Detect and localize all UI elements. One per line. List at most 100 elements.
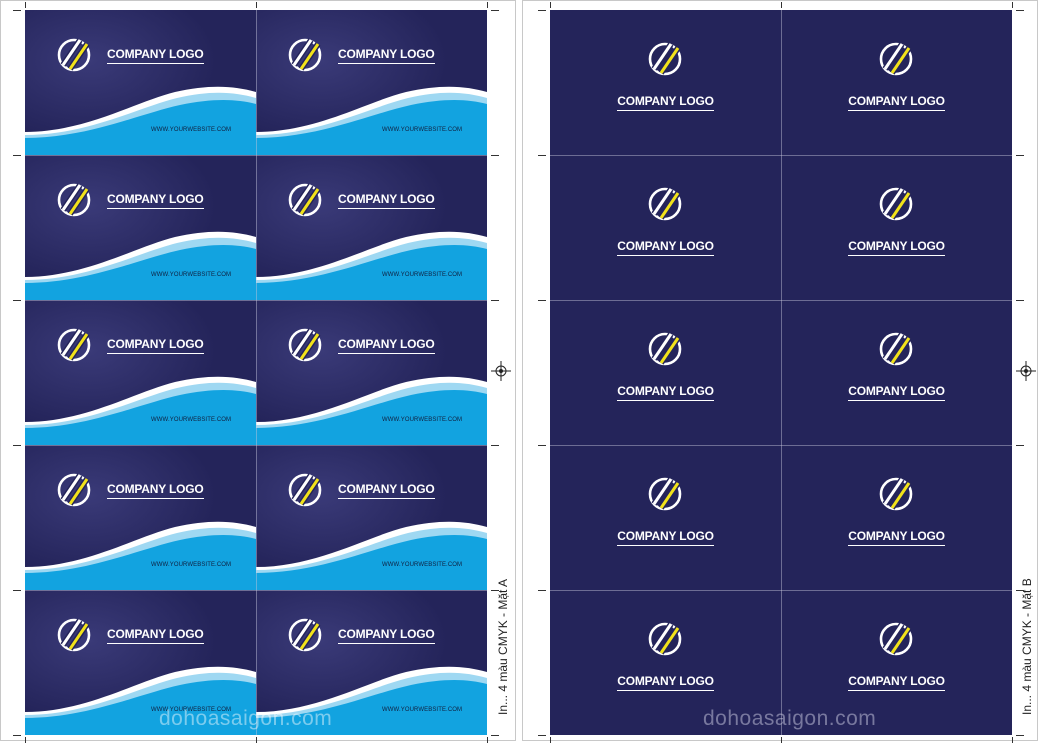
business-card-back: COMPANY LOGO xyxy=(550,10,781,155)
crop-mark xyxy=(1016,735,1024,736)
website-url: WWW.YOURWEBSITE.COM xyxy=(382,127,463,133)
slashed-circle-logo-icon xyxy=(57,328,91,362)
crop-mark xyxy=(487,2,488,8)
slashed-circle-logo-icon xyxy=(57,618,91,652)
crop-mark xyxy=(256,737,257,743)
company-logo-text: COMPANY LOGO xyxy=(781,239,1012,256)
crop-mark xyxy=(13,445,21,446)
cut-line-vertical xyxy=(781,10,782,735)
crop-mark xyxy=(491,590,499,591)
card-wave-background xyxy=(25,155,256,300)
slashed-circle-logo-icon xyxy=(648,42,682,76)
card-wave-background xyxy=(256,590,487,735)
crop-mark xyxy=(538,735,546,736)
company-logo-text: COMPANY LOGO xyxy=(107,47,204,64)
company-logo-text: COMPANY LOGO xyxy=(107,627,204,644)
crop-mark xyxy=(491,445,499,446)
business-card-front: COMPANY LOGO WWW.YOURWEBSITE.COM xyxy=(25,590,256,735)
slashed-circle-logo-icon xyxy=(288,328,322,362)
website-url: WWW.YOURWEBSITE.COM xyxy=(151,562,232,568)
company-logo-text: COMPANY LOGO xyxy=(550,529,781,546)
business-card-front: COMPANY LOGO WWW.YOURWEBSITE.COM xyxy=(256,300,487,445)
website-url: WWW.YOURWEBSITE.COM xyxy=(382,272,463,278)
crop-mark xyxy=(781,737,782,743)
crop-mark xyxy=(491,10,499,11)
crop-mark xyxy=(538,590,546,591)
card-wave-background xyxy=(256,155,487,300)
crop-mark xyxy=(550,2,551,8)
business-card-back: COMPANY LOGO xyxy=(550,590,781,735)
watermark: dohoasaigon.com xyxy=(703,707,877,730)
card-wave-background xyxy=(25,300,256,445)
crop-mark xyxy=(13,10,21,11)
slashed-circle-logo-icon xyxy=(879,332,913,366)
business-card-front: COMPANY LOGO WWW.YOURWEBSITE.COM xyxy=(25,155,256,300)
crop-mark xyxy=(1016,155,1024,156)
print-page-side-a: COMPANY LOGO WWW.YOURWEBSITE.COM xyxy=(0,0,516,743)
cut-line-horizontal xyxy=(550,300,1012,301)
cut-line-horizontal xyxy=(550,155,1012,156)
website-url: WWW.YOURWEBSITE.COM xyxy=(151,127,232,133)
crop-mark xyxy=(1016,10,1024,11)
crop-mark xyxy=(538,300,546,301)
crop-mark xyxy=(1012,2,1013,8)
business-card-back: COMPANY LOGO xyxy=(781,445,1012,590)
business-card-back: COMPANY LOGO xyxy=(781,300,1012,445)
crop-mark xyxy=(487,737,488,743)
slashed-circle-logo-icon xyxy=(648,187,682,221)
business-card-back: COMPANY LOGO xyxy=(550,445,781,590)
website-url: WWW.YOURWEBSITE.COM xyxy=(151,417,232,423)
card-wave-background xyxy=(25,445,256,590)
card-wave-background xyxy=(256,10,487,155)
business-card-front: COMPANY LOGO WWW.YOURWEBSITE.COM xyxy=(256,590,487,735)
business-card-front: COMPANY LOGO WWW.YOURWEBSITE.COM xyxy=(25,10,256,155)
slashed-circle-logo-icon xyxy=(648,477,682,511)
crop-mark xyxy=(538,10,546,11)
slashed-circle-logo-icon xyxy=(57,473,91,507)
slashed-circle-logo-icon xyxy=(288,183,322,217)
slashed-circle-logo-icon xyxy=(648,622,682,656)
crop-mark xyxy=(491,155,499,156)
company-logo-text: COMPANY LOGO xyxy=(338,482,435,499)
company-logo-text: COMPANY LOGO xyxy=(107,337,204,354)
company-logo-text: COMPANY LOGO xyxy=(338,192,435,209)
watermark: dohoasaigon.com xyxy=(159,707,333,730)
crop-mark xyxy=(538,155,546,156)
slashed-circle-logo-icon xyxy=(879,42,913,76)
company-logo-text: COMPANY LOGO xyxy=(781,94,1012,111)
company-logo-text: COMPANY LOGO xyxy=(781,674,1012,691)
slashed-circle-logo-icon xyxy=(57,38,91,72)
website-url: WWW.YOURWEBSITE.COM xyxy=(382,707,463,713)
side-b-label: In... 4 màu CMYK - Mặt B xyxy=(1020,578,1034,715)
business-card-back: COMPANY LOGO xyxy=(781,155,1012,300)
slashed-circle-logo-icon xyxy=(288,473,322,507)
business-card-front: COMPANY LOGO WWW.YOURWEBSITE.COM xyxy=(256,10,487,155)
crop-mark xyxy=(13,590,21,591)
print-page-side-b: COMPANY LOGO COMPANY LOGO COMPANY LOGO C… xyxy=(522,0,1038,743)
crop-mark xyxy=(491,735,499,736)
crop-mark xyxy=(781,2,782,8)
company-logo-text: COMPANY LOGO xyxy=(781,384,1012,401)
crop-mark xyxy=(550,737,551,743)
card-sheet-side-a: COMPANY LOGO WWW.YOURWEBSITE.COM xyxy=(25,10,487,735)
slashed-circle-logo-icon xyxy=(879,622,913,656)
crop-mark xyxy=(13,155,21,156)
company-logo-text: COMPANY LOGO xyxy=(338,627,435,644)
website-url: WWW.YOURWEBSITE.COM xyxy=(151,272,232,278)
crop-mark xyxy=(25,737,26,743)
crop-mark xyxy=(1016,590,1024,591)
company-logo-text: COMPANY LOGO xyxy=(550,239,781,256)
crop-mark xyxy=(13,735,21,736)
cut-line-horizontal xyxy=(25,155,487,156)
side-a-label: In... 4 màu CMYK - Mặt A xyxy=(496,578,510,715)
crop-mark xyxy=(25,2,26,8)
company-logo-text: COMPANY LOGO xyxy=(338,47,435,64)
slashed-circle-logo-icon xyxy=(879,187,913,221)
business-card-back: COMPANY LOGO xyxy=(550,155,781,300)
card-sheet-side-b: COMPANY LOGO COMPANY LOGO COMPANY LOGO C… xyxy=(550,10,1012,735)
crop-mark xyxy=(538,445,546,446)
slashed-circle-logo-icon xyxy=(648,332,682,366)
crop-mark xyxy=(1012,737,1013,743)
cut-line-horizontal xyxy=(25,445,487,446)
card-wave-background xyxy=(256,445,487,590)
